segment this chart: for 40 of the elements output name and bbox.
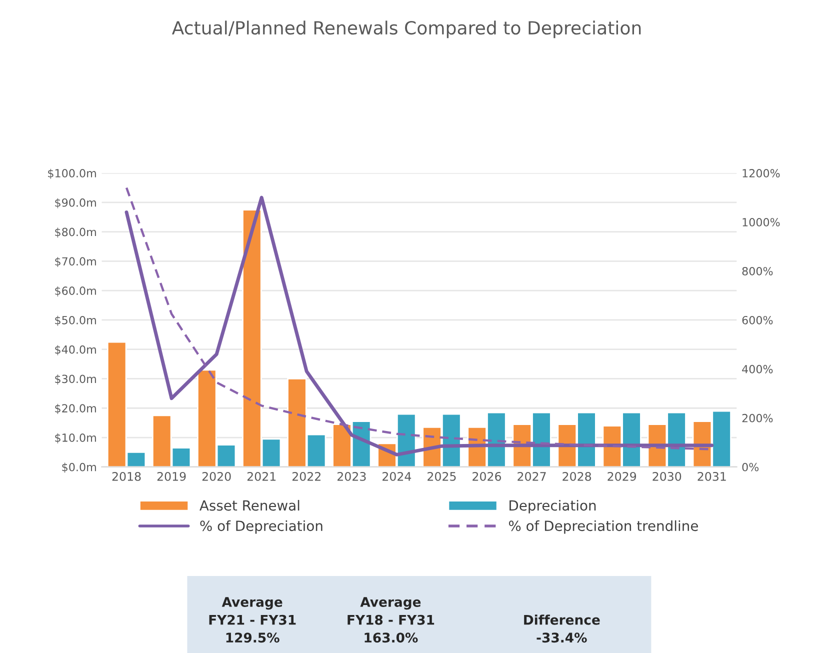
chart-title: Actual/Planned Renewals Compared to Depreciation	[172, 20, 641, 38]
x-tick-label: 2027	[518, 472, 546, 481]
text: Difference -33.4%	[524, 614, 600, 643]
legend-label: Asset Renewal	[200, 500, 300, 511]
x-tick-label: 2028	[562, 472, 592, 481]
x-tick-label: 2019	[157, 472, 186, 481]
y-tick-label: $100.0m	[48, 168, 96, 179]
x-tick-label: 2029	[608, 472, 636, 481]
x-tick-label: 2023	[338, 472, 366, 481]
x-tick-label: 2031	[698, 472, 726, 481]
y-tick-label: $10.0m	[55, 433, 96, 444]
x-tick-label: 2021	[247, 472, 276, 481]
y-tick-label: $30.0m	[55, 374, 96, 385]
x-tick-label: 2030	[652, 472, 682, 481]
x-tick-label: 2022	[292, 472, 320, 481]
y2-tick-label: 400%	[742, 364, 773, 374]
y2-tick-label: 200%	[742, 414, 773, 422]
y2-tick-label: 600%	[742, 316, 773, 324]
y-tick-label: $50.0m	[55, 316, 96, 326]
legend-label: Depreciation	[510, 500, 596, 514]
y-tick-label: $90.0m	[55, 198, 96, 208]
y-tick-label: $80.0m	[55, 228, 96, 238]
x-tick-label: 2018	[112, 472, 141, 481]
y-tick-label: $70.0m	[55, 256, 96, 268]
text: Average FY21 - FY31 129.5%	[209, 597, 296, 643]
x-tick-label: 2020	[202, 472, 231, 481]
y2-tick-label: 800%	[742, 266, 773, 276]
text: Average FY18 - FY31 163.0%	[348, 597, 434, 643]
x-tick-label: 2024	[382, 472, 412, 481]
y-tick-label: $40.0m	[55, 345, 96, 356]
y-tick-label: $0.0m	[62, 462, 96, 473]
y2-tick-label: 1000%	[742, 218, 780, 226]
y-tick-label: $60.0m	[55, 286, 96, 296]
x-tick-label: 2025	[428, 472, 456, 481]
y-tick-label: $20.0m	[55, 404, 96, 414]
legend-label: % of Depreciation trendline	[508, 520, 698, 534]
x-tick-label: 2026	[472, 472, 502, 481]
legend-label: % of Depreciation	[200, 520, 322, 534]
y2-tick-label: 1200%	[742, 169, 780, 178]
y2-tick-label: 0%	[742, 462, 759, 472]
